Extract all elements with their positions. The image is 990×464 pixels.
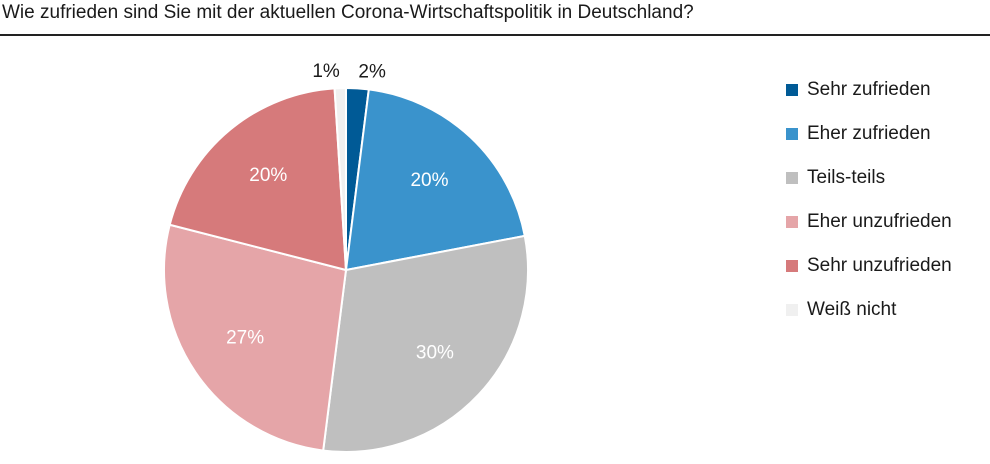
slice-label: 20% xyxy=(249,165,287,186)
legend: Sehr zufrieden Eher zufrieden Teils-teils E… xyxy=(786,68,952,332)
legend-item: Weiß nicht xyxy=(786,288,952,332)
legend-label: Sehr unzufrieden xyxy=(807,255,952,276)
legend-label: Weiß nicht xyxy=(807,299,897,320)
pie-slice-eher-zufrieden xyxy=(344,88,526,272)
legend-item: Eher unzufrieden xyxy=(786,200,952,244)
chart-title: Wie zufrieden sind Sie mit der aktuellen… xyxy=(2,2,694,23)
legend-label: Eher zufrieden xyxy=(807,123,931,144)
legend-swatch xyxy=(786,260,798,272)
pie-slice-sehr-unzufrieden xyxy=(168,87,348,272)
legend-label: Eher unzufrieden xyxy=(807,211,952,232)
legend-label: Sehr zufrieden xyxy=(807,79,931,100)
slice-label: 30% xyxy=(416,343,454,364)
legend-label: Teils-teils xyxy=(807,167,886,188)
legend-item: Sehr unzufrieden xyxy=(786,244,952,288)
legend-swatch xyxy=(786,84,798,96)
legend-swatch xyxy=(786,128,798,140)
title-divider xyxy=(0,34,990,36)
slice-label: 20% xyxy=(410,170,448,191)
slice-label: 1% xyxy=(312,61,340,82)
legend-item: Sehr zufrieden xyxy=(786,68,952,112)
legend-swatch xyxy=(786,304,798,316)
pie-slice-teils-teils xyxy=(322,234,529,453)
legend-item: Teils-teils xyxy=(786,156,952,200)
pie-slice-wei-nicht xyxy=(333,86,347,271)
legend-swatch xyxy=(786,216,798,228)
pie-slice-eher-unzufrieden xyxy=(163,223,348,452)
legend-item: Eher zufrieden xyxy=(786,112,952,156)
legend-swatch xyxy=(786,172,798,184)
slice-label: 27% xyxy=(226,328,264,349)
slice-label: 2% xyxy=(358,61,386,82)
